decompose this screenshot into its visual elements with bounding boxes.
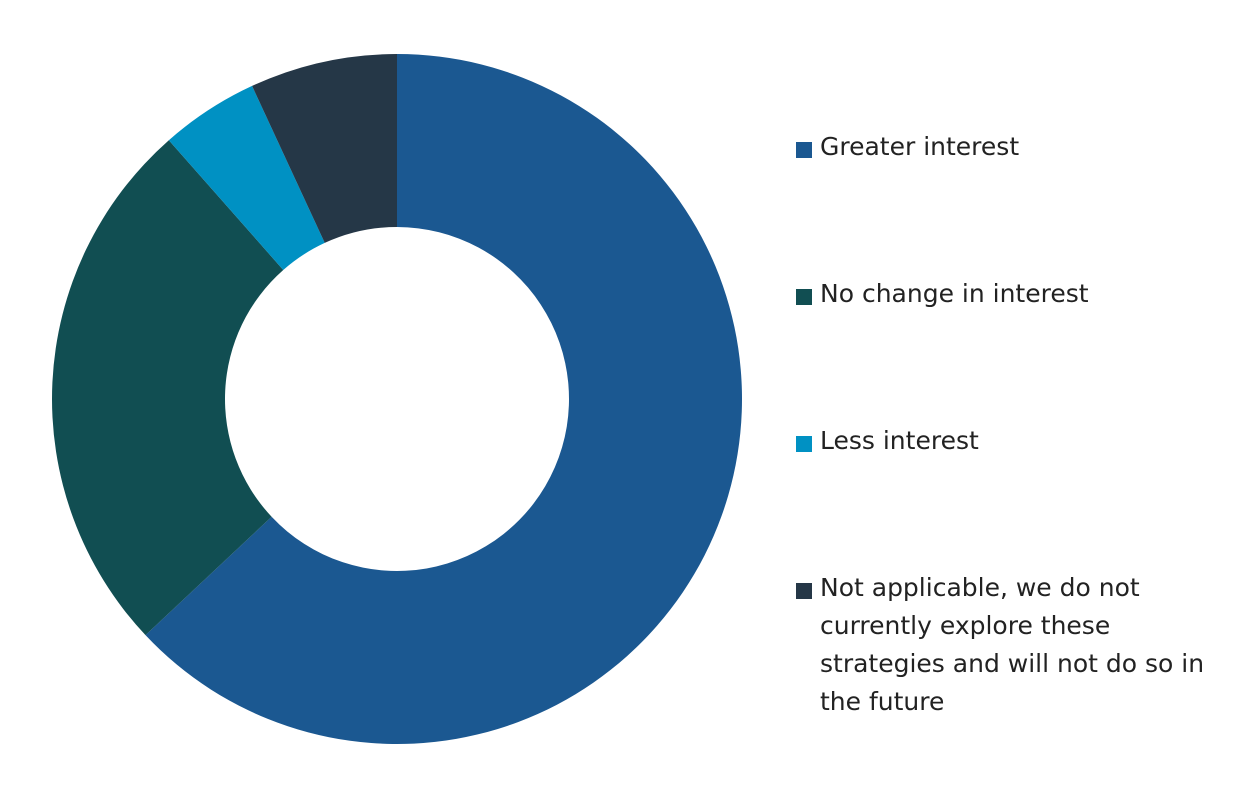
legend-item: No change in interest [796,275,1240,313]
donut-slice [51,140,284,636]
legend-label: Less interest [820,426,979,455]
legend-item: Not applicable, we do not currently expl… [796,569,1240,721]
legend-label: No change in interest [820,279,1089,308]
legend-label: Greater interest [820,132,1020,161]
legend-swatch [796,436,812,452]
donut-slice [252,54,397,243]
legend-label: Not applicable, we do not currently expl… [820,573,1205,716]
legend-item: Less interest [796,422,1240,460]
legend-swatch [796,289,812,305]
legend-swatch [796,583,812,599]
legend-item: Greater interest [796,128,1240,166]
donut-slice [168,85,325,270]
legend-swatch [796,142,812,158]
donut-slice [145,54,743,744]
